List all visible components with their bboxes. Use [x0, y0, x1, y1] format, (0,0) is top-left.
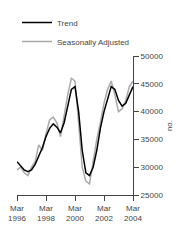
svg-text:25000: 25000	[141, 191, 164, 200]
svg-text:30000: 30000	[141, 163, 164, 172]
svg-text:Seasonally Adjusted: Seasonally Adjusted	[57, 38, 129, 47]
svg-text:Mar1998: Mar1998	[37, 204, 55, 223]
svg-text:Mar2002: Mar2002	[95, 204, 113, 223]
svg-text:50000: 50000	[141, 52, 164, 61]
svg-text:Mar2004: Mar2004	[124, 204, 142, 223]
svg-text:Mar2000: Mar2000	[66, 204, 84, 223]
svg-text:Mar1996: Mar1996	[8, 204, 26, 223]
svg-text:40000: 40000	[141, 107, 164, 116]
svg-text:no.: no.	[165, 120, 174, 131]
svg-text:Trend: Trend	[57, 19, 78, 28]
svg-text:35000: 35000	[141, 135, 164, 144]
svg-text:45000: 45000	[141, 80, 164, 89]
